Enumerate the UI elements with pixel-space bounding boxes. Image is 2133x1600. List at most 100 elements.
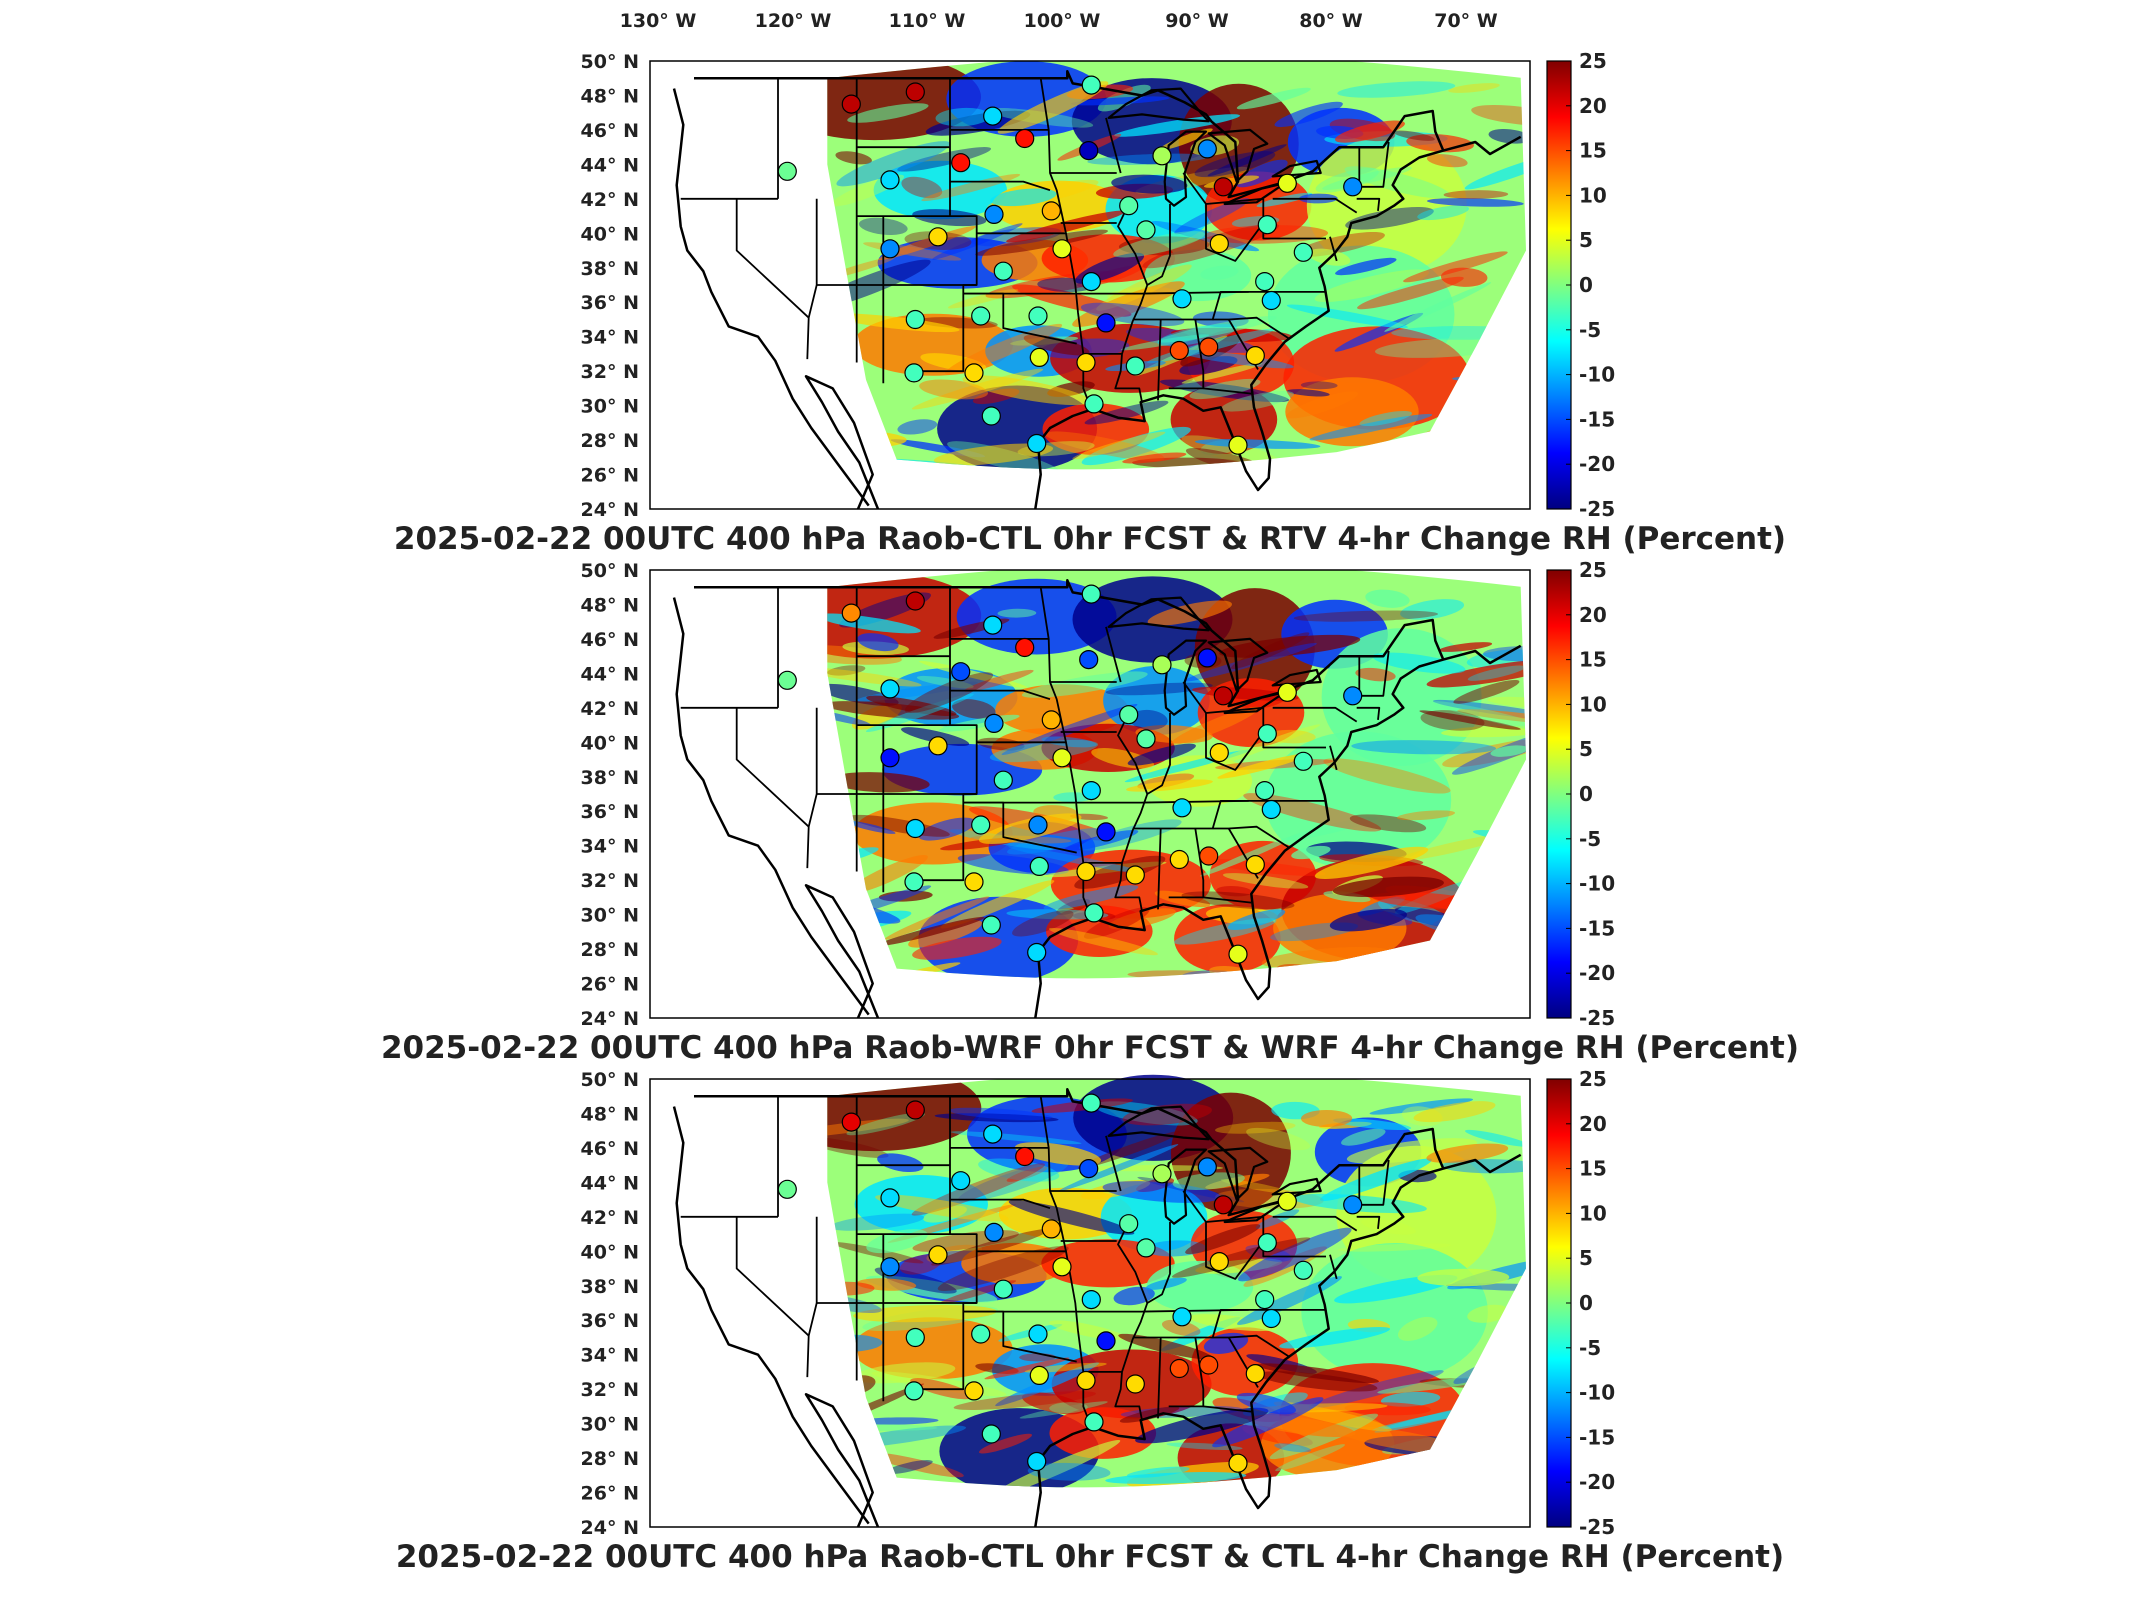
raob-station-marker [951,662,971,682]
raob-station-marker [928,1245,948,1265]
colorbar-tick-label: 0 [1579,782,1593,806]
colorbar-tick-label: -20 [1579,1470,1615,1494]
raob-station-marker [1257,215,1277,235]
raob-station-marker [1228,944,1248,964]
plot-frame [649,1078,1531,1528]
raob-station-marker [1028,815,1048,835]
colorbar-tick-label: -25 [1579,497,1615,521]
colorbar-tick-label: -15 [1579,916,1615,940]
latitude-label: 30° N [581,1414,639,1436]
latitude-label: 48° N [581,85,639,107]
longitude-label: 70° W [1434,10,1498,32]
raob-station-marker [1257,1233,1277,1253]
latitude-label: 26° N [581,465,639,487]
latitude-label: 50° N [581,1069,639,1091]
colorbar-tick-label: -5 [1579,1336,1601,1360]
raob-station-marker [1041,1219,1061,1239]
raob-station-marker [1081,272,1101,292]
raob-station-marker [1343,1195,1363,1215]
latitude-label: 32° N [581,1379,639,1401]
raob-station-marker [1041,201,1061,221]
latitude-label: 40° N [581,732,639,754]
raob-station-marker [1119,196,1139,216]
raob-station-marker [1052,748,1072,768]
raob-station-marker [981,915,1001,935]
colorbar-tick-label: 0 [1579,273,1593,297]
raob-station-marker [1015,637,1035,658]
raob-station-marker [983,615,1003,635]
latitude-label: 44° N [581,663,639,685]
raob-station-marker [1199,1355,1219,1375]
longitude-labels: 130° W 120° W 110° W 100° W 90° W 80° W 70° W [620,10,1498,32]
raob-station-marker [984,204,1004,224]
raob-station-marker [1293,242,1313,262]
raob-station-marker [993,770,1013,790]
raob-station-marker [1081,1289,1101,1310]
raob-station-marker [1245,854,1265,875]
raob-station-marker [1277,173,1297,193]
raob-station-marker [984,713,1004,734]
latitude-label: 40° N [581,1241,639,1263]
raob-station-marker [1209,742,1229,763]
raob-station-marker [1084,903,1104,923]
latitude-label: 36° N [581,292,639,314]
raob-station-marker [1277,1191,1297,1211]
latitude-label: 42° N [581,189,639,211]
raob-station-marker [983,1124,1003,1144]
raob-station-marker [1197,1157,1217,1177]
latitude-label: 28° N [581,430,639,452]
latitude-label: 50° N [581,51,639,73]
raob-station-marker [1081,780,1101,801]
raob-station-marker [1084,1412,1104,1432]
raob-station-marker [1028,306,1048,326]
latitude-label: 34° N [581,836,639,858]
raob-station-marker [1041,710,1061,730]
colorbar-tick-label: 25 [1579,1067,1607,1091]
raob-station-marker [880,170,900,190]
coastlines-and-borders [672,579,1522,1019]
raob-station-marker [993,1279,1013,1299]
map-panel: 50° N 48° N 46° N 44° N 42° N 40° N 38° N 36° N… [381,558,1799,1066]
raob-station-marker [1213,1195,1233,1215]
raob-station-marker [1209,1251,1229,1272]
raob-station-marker [1199,337,1219,357]
latitude-label: 32° N [581,870,639,892]
raob-station-marker [1096,313,1116,333]
latitude-label: 46° N [581,1138,639,1160]
raob-station-marker [981,406,1001,426]
raob-station-marker [951,153,971,173]
latitude-label: 38° N [581,767,639,789]
raob-station-marker [1199,846,1219,866]
raob-station-marker [880,1188,900,1208]
raob-station-marker [904,363,924,383]
raob-station-marker [1213,686,1233,706]
raob-station-marker [905,309,925,330]
colorbar-tick-label: 15 [1579,1157,1607,1181]
raob-station-marker [1172,1307,1192,1327]
latitude-label: 38° N [581,258,639,280]
raob-station-marker [1015,128,1035,149]
raob-station-marker [1081,584,1101,604]
map-panel: 50° N 48° N 46° N 44° N 42° N 40° N 38° N 36° N… [396,1067,1784,1575]
raob-station-marker [1076,1370,1096,1391]
raob-station-marker [1125,1374,1145,1394]
colorbar-tick-label: -20 [1579,452,1615,476]
raob-station-marker [841,94,861,114]
raob-station-marker [971,1324,991,1344]
colorbar-tick-label: 25 [1579,558,1607,582]
raob-station-marker [905,82,925,102]
longitude-label: 120° W [755,10,832,32]
latitude-label: 48° N [581,594,639,616]
raob-station-marker [1169,1358,1189,1379]
raob-station-marker [1096,822,1116,842]
colorbar-tick-label: -15 [1579,1425,1615,1449]
longitude-label: 80° W [1299,10,1363,32]
colorbar-tick-label: 20 [1579,1112,1607,1136]
latitude-label: 46° N [581,120,639,142]
raob-station-marker [1027,1451,1047,1472]
latitude-label: 50° N [581,560,639,582]
raob-station-marker [1228,1453,1248,1473]
raob-station-marker [964,1381,984,1401]
raob-station-marker [904,872,924,892]
